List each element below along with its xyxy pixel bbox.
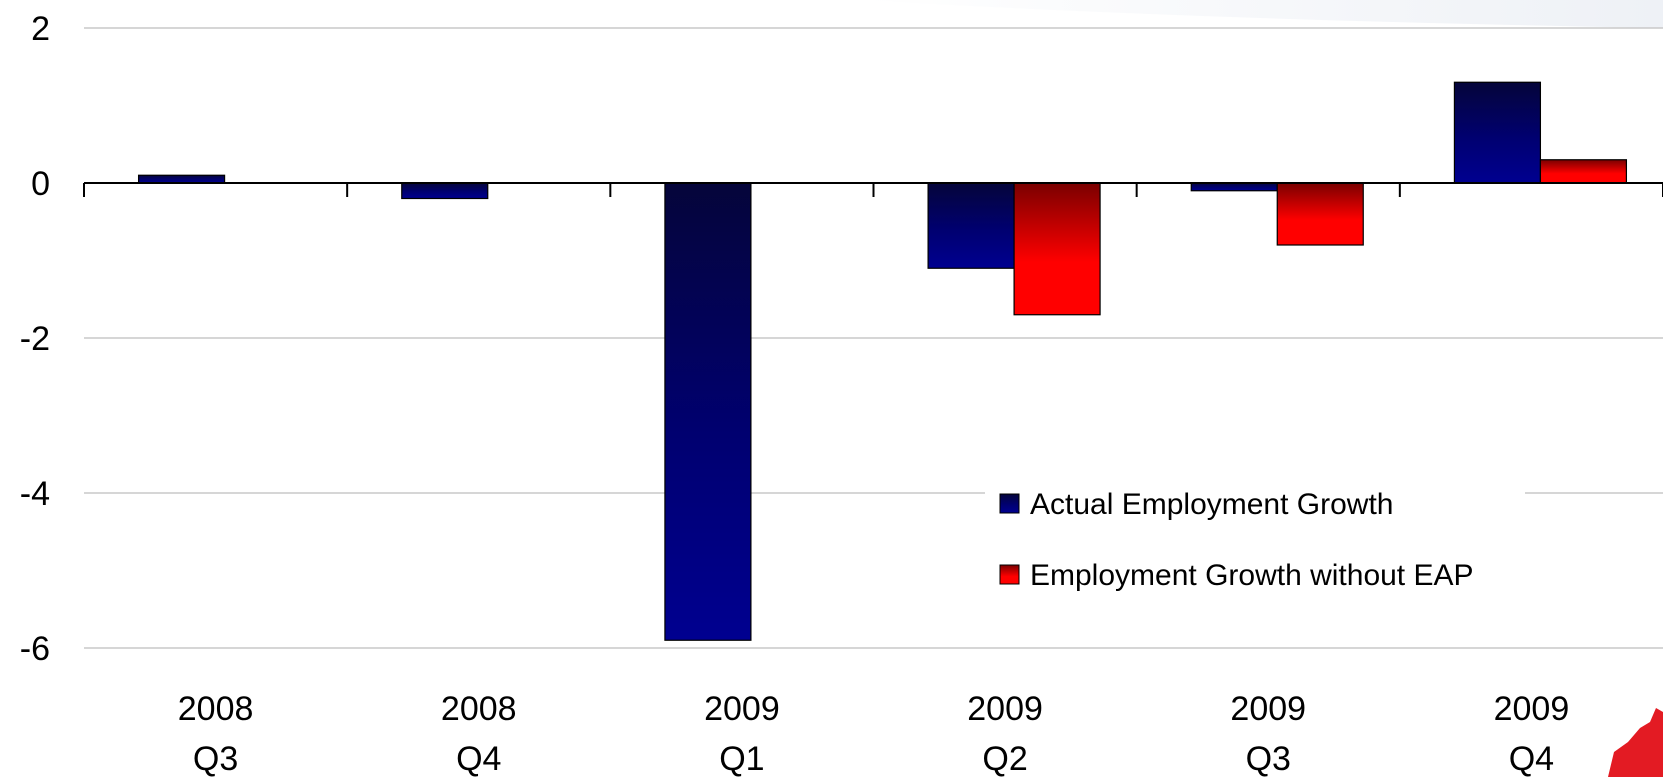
- y-tick-label: -2: [20, 320, 50, 358]
- x-tick-label-year: 2009: [704, 690, 780, 728]
- x-tick-label-quarter: Q1: [719, 740, 764, 777]
- bar-actual: [927, 182, 1015, 269]
- x-tick-label-year: 2008: [178, 690, 254, 728]
- x-tick-label-quarter: Q3: [193, 740, 238, 777]
- legend-swatch-actual: [999, 493, 1020, 514]
- maple-leaf-icon: [1608, 708, 1663, 777]
- x-tick-label-year: 2008: [441, 690, 517, 728]
- y-tick-label: -4: [20, 475, 50, 513]
- y-tick-label: 2: [31, 10, 50, 48]
- background-swoosh: [860, 0, 1663, 28]
- bar-without-eap: [1539, 159, 1628, 184]
- x-tick-label-quarter: Q3: [1246, 740, 1291, 777]
- legend-label-actual: Actual Employment Growth: [1030, 488, 1393, 521]
- legend-label-without-eap: Employment Growth without EAP: [1030, 559, 1474, 592]
- x-tick-label-quarter: Q4: [456, 740, 501, 777]
- x-tick-label-year: 2009: [1494, 690, 1570, 728]
- bar-actual: [137, 174, 226, 184]
- bar-actual: [664, 182, 752, 641]
- bar-actual: [1190, 182, 1278, 192]
- legend-swatch-without-eap: [999, 564, 1020, 585]
- x-tick-label-year: 2009: [967, 690, 1043, 728]
- bar-without-eap: [1013, 182, 1101, 316]
- legend-background: [985, 478, 1525, 600]
- bar-actual: [1453, 81, 1542, 184]
- y-tick-label: 0: [31, 165, 50, 203]
- bar-actual: [401, 182, 489, 200]
- y-tick-label: -6: [20, 630, 50, 668]
- x-tick-label-quarter: Q4: [1509, 740, 1554, 777]
- bar-without-eap: [1276, 182, 1364, 246]
- x-tick-label-quarter: Q2: [982, 740, 1027, 777]
- x-tick-label-year: 2009: [1230, 690, 1306, 728]
- legend: Actual Employment Growth Employment Grow…: [985, 478, 1525, 600]
